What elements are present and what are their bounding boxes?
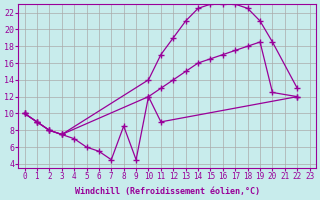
X-axis label: Windchill (Refroidissement éolien,°C): Windchill (Refroidissement éolien,°C) — [75, 187, 260, 196]
